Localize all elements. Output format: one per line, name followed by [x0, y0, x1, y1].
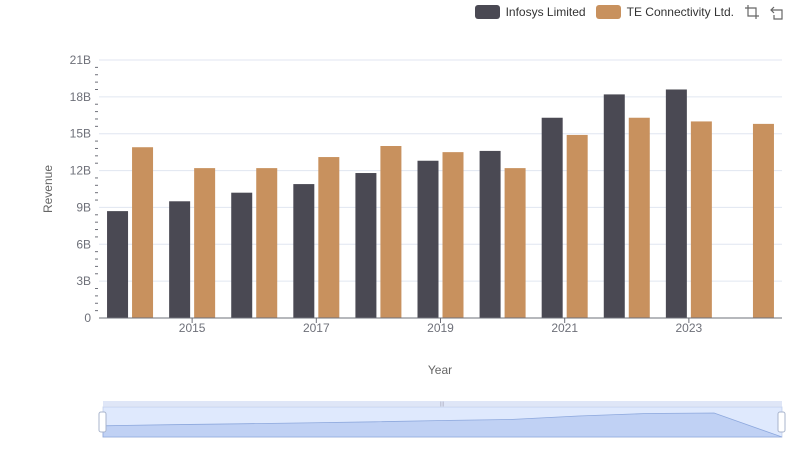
- legend-label-infosys: Infosys Limited: [505, 5, 586, 19]
- x-tick-label: 2021: [551, 321, 578, 335]
- y-axis-title: Revenue: [41, 165, 55, 213]
- bar-infosys-2022: [603, 94, 625, 319]
- x-tick-label: 2023: [676, 321, 703, 335]
- x-tick-label: 2015: [179, 321, 206, 335]
- zoom-grip-icon: |||: [440, 402, 445, 408]
- zoom-preview-area: [102, 412, 783, 438]
- bar-infosys-2016: [231, 192, 253, 318]
- y-tick-label: 18B: [70, 90, 91, 104]
- bar-te-2022: [628, 117, 650, 318]
- y-tick-label: 12B: [70, 164, 91, 178]
- bars: [107, 89, 774, 319]
- data-zoom-slider[interactable]: |||: [98, 401, 786, 438]
- legend-swatch-te: [595, 5, 621, 19]
- zoom-right-handle[interactable]: [777, 411, 786, 433]
- zoom-selection[interactable]: [103, 407, 782, 437]
- x-tick-label: 2017: [303, 321, 330, 335]
- x-axis-title: Year: [428, 363, 452, 377]
- legend-label-te: TE Connectivity Ltd.: [626, 5, 734, 19]
- bar-te-2024: [752, 123, 774, 318]
- legend-item-infosys[interactable]: Infosys Limited: [474, 5, 586, 19]
- zoom-left-handle[interactable]: [98, 411, 107, 433]
- bar-infosys-2021: [541, 117, 563, 318]
- bar-te-2015: [194, 168, 216, 318]
- zoom-handle-bar[interactable]: [103, 401, 782, 407]
- bar-te-2023: [690, 121, 712, 318]
- bar-infosys-2018: [355, 173, 377, 318]
- bar-te-2019: [442, 152, 464, 318]
- bar-infosys-2017: [293, 184, 315, 318]
- x-axis-ticks: 2015 2017 2019 2021 2023: [179, 318, 703, 335]
- y-tick-label: 0: [84, 311, 91, 325]
- bar-te-2016: [256, 168, 278, 318]
- bar-te-2017: [318, 157, 340, 318]
- bar-te-2021: [566, 134, 588, 318]
- bar-infosys-2023: [665, 89, 687, 318]
- restore-icon[interactable]: [770, 4, 786, 20]
- y-axis-ticks: 0 3B 6B 9B 12B 15B 18B 21B: [70, 53, 98, 325]
- legend-item-te[interactable]: TE Connectivity Ltd.: [595, 5, 734, 19]
- bar-infosys-2020: [479, 150, 501, 318]
- y-tick-label: 21B: [70, 53, 91, 67]
- y-tick-label: 15B: [70, 127, 91, 141]
- y-tick-label: 9B: [76, 200, 91, 214]
- y-tick-label: 3B: [76, 274, 91, 288]
- x-tick-label: 2019: [427, 321, 454, 335]
- bar-infosys-2014: [107, 211, 129, 318]
- bar-te-2014: [132, 147, 154, 318]
- bar-te-2020: [504, 168, 526, 318]
- legend-swatch-infosys: [474, 5, 500, 19]
- y-tick-label: 6B: [76, 237, 91, 251]
- bar-infosys-2019: [417, 160, 439, 318]
- legend: Infosys Limited TE Connectivity Ltd.: [474, 4, 786, 20]
- bar-te-2018: [380, 146, 402, 318]
- zoom-icon[interactable]: [744, 4, 760, 20]
- bar-infosys-2015: [169, 201, 191, 318]
